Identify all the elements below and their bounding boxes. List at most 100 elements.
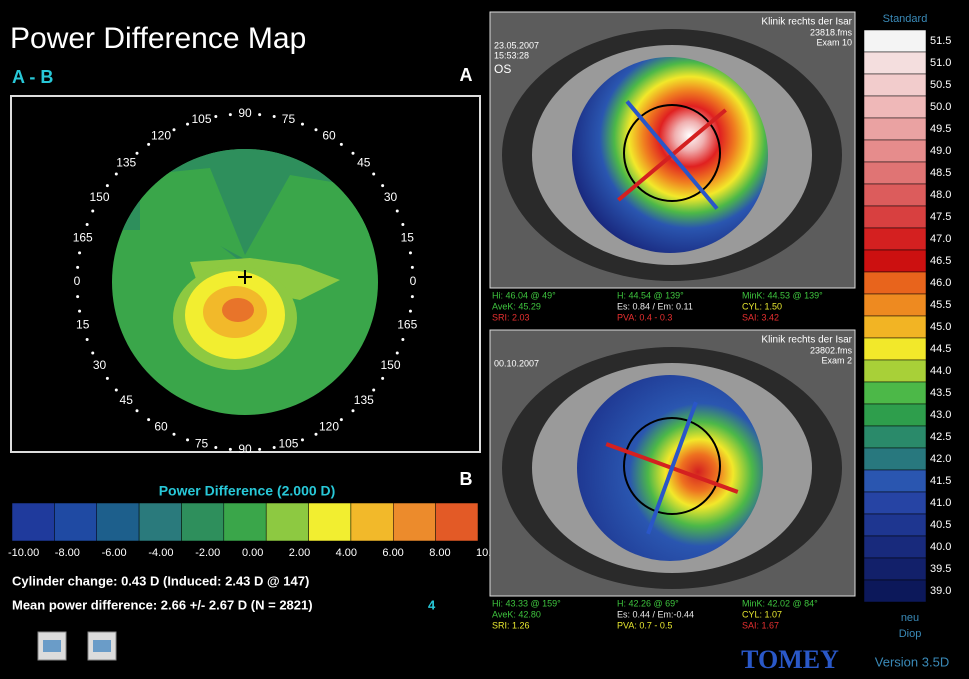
scale-swatch — [864, 492, 926, 514]
scale-value: 50.5 — [930, 79, 951, 91]
scale-value: 45.5 — [930, 299, 951, 311]
angle-label: 120 — [319, 420, 339, 434]
scale-swatch — [864, 558, 926, 580]
angle-label: 15 — [401, 231, 415, 245]
exam-stat: SAI: 3.42 — [742, 312, 779, 322]
exam-stat: AveK: 42.80 — [492, 609, 541, 619]
exam-stat: Hi: 43.33 @ 159° — [492, 598, 561, 608]
exam-stat: CYL: 1.50 — [742, 301, 782, 311]
scale-value: 51.0 — [930, 57, 951, 69]
scale-swatch — [266, 503, 308, 541]
angle-dot — [173, 128, 176, 131]
angle-dot — [314, 128, 317, 131]
scale-value: 46.0 — [930, 277, 951, 289]
exam-stat: MinK: 44.53 @ 139° — [742, 290, 823, 300]
exam-stat: MinK: 42.02 @ 84° — [742, 598, 818, 608]
brand: TOMEY — [741, 645, 839, 674]
angle-dot — [229, 448, 232, 451]
scale-value: 49.0 — [930, 145, 951, 157]
scale-tick-label: 0.00 — [242, 547, 263, 559]
angle-dot — [78, 251, 81, 254]
scale-swatch — [864, 338, 926, 360]
scale-swatch — [864, 382, 926, 404]
scale-value: 47.5 — [930, 211, 951, 223]
angle-label: 165 — [73, 231, 93, 245]
scale-value: 40.5 — [930, 519, 951, 531]
angle-dot — [258, 113, 261, 116]
scale-swatch — [864, 294, 926, 316]
scale-tick-label: 4.00 — [336, 547, 357, 559]
scale-value: 43.0 — [930, 409, 951, 421]
scale-title: Power Difference (2.000 D) — [159, 483, 336, 499]
page: { "header": {"title": "Power Difference … — [0, 0, 969, 674]
angle-dot — [340, 418, 343, 421]
exam-date: 23.05.2007 — [494, 40, 539, 50]
angle-dot — [106, 377, 109, 380]
angle-label: 90 — [238, 442, 252, 456]
scale-swatch — [864, 404, 926, 426]
scale-swatch — [864, 118, 926, 140]
scale-swatch — [864, 448, 926, 470]
angle-dot — [147, 418, 150, 421]
panel-label: B — [460, 469, 473, 489]
angle-label: 105 — [192, 112, 212, 126]
exam-number: Exam 2 — [821, 355, 852, 365]
angle-label: 150 — [380, 358, 400, 372]
exam-stat: SRI: 1.26 — [492, 620, 530, 630]
scale-value: 49.5 — [930, 123, 951, 135]
scale-swatch — [864, 250, 926, 272]
scale-swatch — [864, 184, 926, 206]
title: Power Difference Map — [10, 22, 306, 55]
scale-swatch — [864, 162, 926, 184]
angle-dot — [381, 377, 384, 380]
angle-dot — [229, 113, 232, 116]
scale-value: 42.0 — [930, 453, 951, 465]
scale-tick-label: 6.00 — [382, 547, 403, 559]
scale-swatch — [864, 30, 926, 52]
scale-tick-label: 2.00 — [289, 547, 310, 559]
scale-value: 50.0 — [930, 101, 951, 113]
scale-value: 43.5 — [930, 387, 951, 399]
angle-label: 60 — [154, 420, 168, 434]
angle-dot — [136, 152, 139, 155]
angle-dot — [173, 433, 176, 436]
scale-swatch — [139, 503, 181, 541]
scale-swatch — [309, 503, 351, 541]
scale-value: 42.5 — [930, 431, 951, 443]
angle-dot — [396, 351, 399, 354]
angle-label: 30 — [384, 190, 398, 204]
scale-swatch — [864, 96, 926, 118]
scale-value: 51.5 — [930, 35, 951, 47]
angle-dot — [301, 123, 304, 126]
scale-value: 48.0 — [930, 189, 951, 201]
angle-dot — [106, 184, 109, 187]
angle-dot — [351, 409, 354, 412]
scale-value: 40.0 — [930, 541, 951, 553]
angle-dot — [372, 173, 375, 176]
angle-label: 0 — [74, 274, 81, 288]
screen: Power Difference Map A - B A Power Diffe… — [0, 0, 969, 674]
angle-label: 75 — [282, 112, 296, 126]
scale-swatch — [864, 426, 926, 448]
scale-swatch — [864, 580, 926, 602]
angle-dot — [258, 448, 261, 451]
scale-swatch — [864, 360, 926, 382]
exam-stat: CYL: 1.07 — [742, 609, 782, 619]
scale-swatch — [864, 514, 926, 536]
summary-count: 4 — [428, 597, 436, 612]
scale-swatch — [864, 272, 926, 294]
angle-label: 30 — [93, 358, 107, 372]
angle-dot — [372, 388, 375, 391]
angle-dot — [186, 438, 189, 441]
angle-dot — [186, 123, 189, 126]
angle-dot — [351, 152, 354, 155]
scale-swatch — [224, 503, 266, 541]
exam-clinic: Klinik rechts der Isar — [761, 17, 852, 28]
scale-swatch — [181, 503, 223, 541]
scale-value: 46.5 — [930, 255, 951, 267]
export-button[interactable] — [88, 632, 116, 660]
angle-dot — [411, 295, 414, 298]
exam-panel: 00.10.2007Klinik rechts der Isar23802.fm… — [490, 330, 855, 630]
print-button[interactable] — [38, 632, 66, 660]
angle-label: 45 — [357, 155, 371, 169]
